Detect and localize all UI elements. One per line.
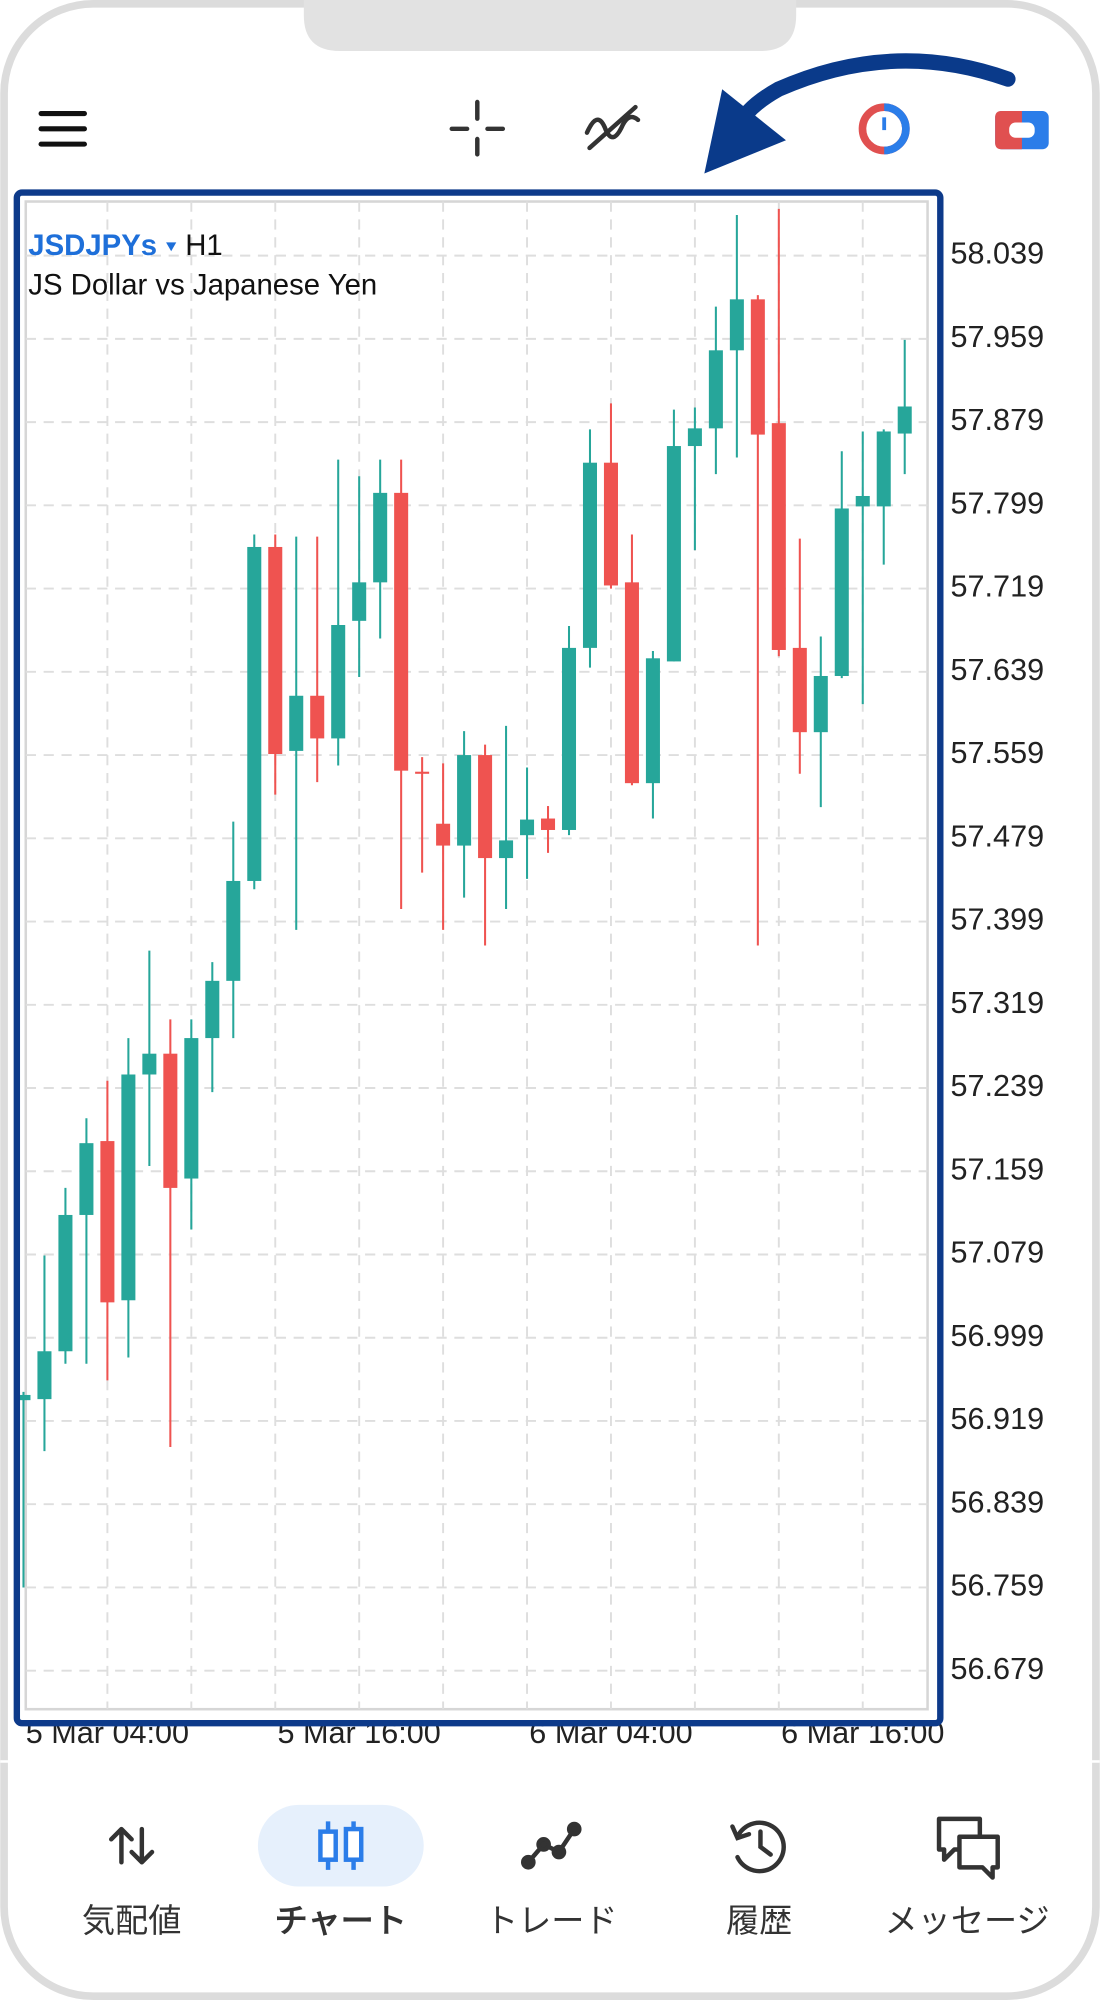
candle-body [876, 431, 891, 507]
candle-body [813, 675, 828, 733]
y-tick-label: 57.079 [951, 1236, 1045, 1270]
candle-body [415, 771, 430, 774]
candle-body [79, 1143, 94, 1215]
candle-body [499, 840, 514, 859]
y-tick-label: 56.839 [951, 1485, 1045, 1519]
indicators-button[interactable] [584, 104, 641, 151]
timeframe: H1 [185, 229, 223, 262]
candle-body [520, 819, 535, 836]
candle-body [541, 818, 556, 830]
menu-button[interactable] [38, 110, 87, 147]
candle-body [247, 546, 262, 881]
y-tick-label: 57.239 [951, 1069, 1045, 1103]
y-tick-label: 57.559 [951, 736, 1045, 770]
candle-body [184, 1038, 199, 1179]
symbol-description: JS Dollar vs Japanese Yen [28, 269, 377, 302]
y-tick-label: 57.879 [951, 403, 1045, 437]
candle-body [708, 350, 723, 429]
nav-divider [0, 1760, 1100, 1763]
nav-label[interactable]: トレード [485, 1903, 618, 1940]
y-tick-label: 57.159 [951, 1152, 1045, 1186]
y-tick-label: 57.639 [951, 653, 1045, 687]
candle-body [457, 755, 472, 846]
candle-body [834, 508, 849, 676]
nav-label[interactable]: メッセージ [885, 1903, 1050, 1940]
candle-body [897, 406, 912, 434]
y-tick-label: 56.679 [951, 1652, 1045, 1686]
y-axis: 58.039 57.959 57.879 57.799 57.719 57.639 57.5… [951, 237, 1045, 1686]
candle-body [855, 495, 870, 507]
history-icon[interactable] [730, 1820, 786, 1874]
candle-body [436, 823, 451, 846]
candle-body [331, 625, 346, 739]
y-tick-label: 56.919 [951, 1402, 1045, 1436]
candles [16, 208, 912, 1588]
candle-body [163, 1053, 178, 1188]
annotation-arrow [704, 53, 1016, 174]
candle-body [289, 695, 304, 751]
quotes-icon[interactable] [108, 1826, 155, 1865]
nav-label[interactable]: チャート [275, 1903, 407, 1940]
y-tick-label: 57.719 [951, 570, 1045, 604]
trade-icon[interactable] [520, 1821, 582, 1870]
candle-body [771, 423, 786, 650]
candle-body [373, 492, 388, 583]
nav-label[interactable]: 気配値 [82, 1903, 181, 1940]
candle-body [394, 492, 409, 771]
y-tick-label: 57.399 [951, 903, 1045, 937]
candle-body [352, 582, 367, 621]
plot-area [24, 200, 929, 1711]
candle-body [226, 880, 241, 981]
candle-body [310, 695, 325, 739]
chart-icon[interactable] [318, 1821, 364, 1870]
candle-body [792, 647, 807, 733]
candle-body [37, 1351, 52, 1400]
candle-body [142, 1053, 157, 1075]
candle-body [268, 546, 283, 755]
candle-body [687, 428, 702, 447]
y-tick-label: 56.759 [951, 1569, 1045, 1603]
candle-body [16, 1394, 31, 1401]
y-tick-label: 56.999 [951, 1319, 1045, 1353]
candle-body [729, 299, 744, 351]
y-tick-label: 57.319 [951, 986, 1045, 1020]
messages-icon[interactable] [936, 1816, 1000, 1880]
candle-body [561, 647, 577, 830]
candle-body [58, 1214, 73, 1352]
nav-label[interactable]: 履歴 [726, 1903, 792, 1940]
timeframe-button[interactable] [858, 103, 910, 155]
nav-labels: 気配値 チャート トレード 履歴 メッセージ [82, 1903, 1050, 1940]
highlight-frame [13, 189, 944, 1727]
candle-body [603, 462, 618, 586]
trade-button[interactable] [995, 110, 1049, 150]
candle-body [666, 446, 681, 662]
y-tick-label: 57.959 [951, 320, 1045, 354]
candle-body [100, 1141, 115, 1303]
y-tick-label: 57.799 [951, 486, 1045, 520]
candle-body [478, 755, 493, 859]
notch [303, 0, 797, 52]
active-tab-pill [257, 1804, 424, 1887]
symbol-dropdown[interactable] [166, 242, 177, 252]
candle-body [645, 658, 660, 784]
candle-body [750, 299, 765, 435]
candle-body [121, 1074, 136, 1301]
candle-body [205, 980, 220, 1039]
candle-body [624, 582, 639, 784]
y-tick-label: 58.039 [951, 237, 1045, 271]
candle-body [582, 462, 598, 648]
symbol[interactable]: JSDJPYs [28, 229, 157, 262]
y-tick-label: 57.479 [951, 819, 1045, 853]
crosshair-button[interactable] [449, 99, 506, 157]
